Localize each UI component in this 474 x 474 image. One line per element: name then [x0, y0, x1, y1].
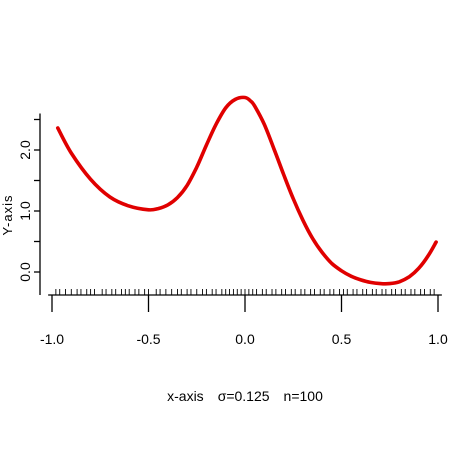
- y-tick-label: 1.0: [17, 201, 33, 221]
- x-tick-label: 0.0: [235, 331, 255, 347]
- sigma-label: σ=0.125: [218, 388, 270, 404]
- y-axis: 0.0 1.0 2.0: [17, 113, 41, 295]
- series-line: [56, 95, 438, 286]
- x-axis-label: x-axis: [167, 388, 204, 404]
- x-tick-label: -0.5: [136, 331, 160, 347]
- series-group: [56, 95, 438, 286]
- n-label: n=100: [284, 388, 324, 404]
- x-tick-label: 1.0: [428, 331, 448, 347]
- x-tick-label: 0.5: [332, 331, 352, 347]
- rug-plot: [55, 289, 435, 295]
- y-tick-label: 2.0: [17, 140, 33, 160]
- x-tick-label: -1.0: [40, 331, 64, 347]
- y-tick-label: 0.0: [17, 262, 33, 282]
- x-axis: -1.0 -0.5 0.0 0.5 1.0: [40, 294, 448, 347]
- x-axis-caption: x-axis σ=0.125 n=100: [167, 388, 323, 404]
- y-axis-label: Y-axis: [0, 195, 15, 236]
